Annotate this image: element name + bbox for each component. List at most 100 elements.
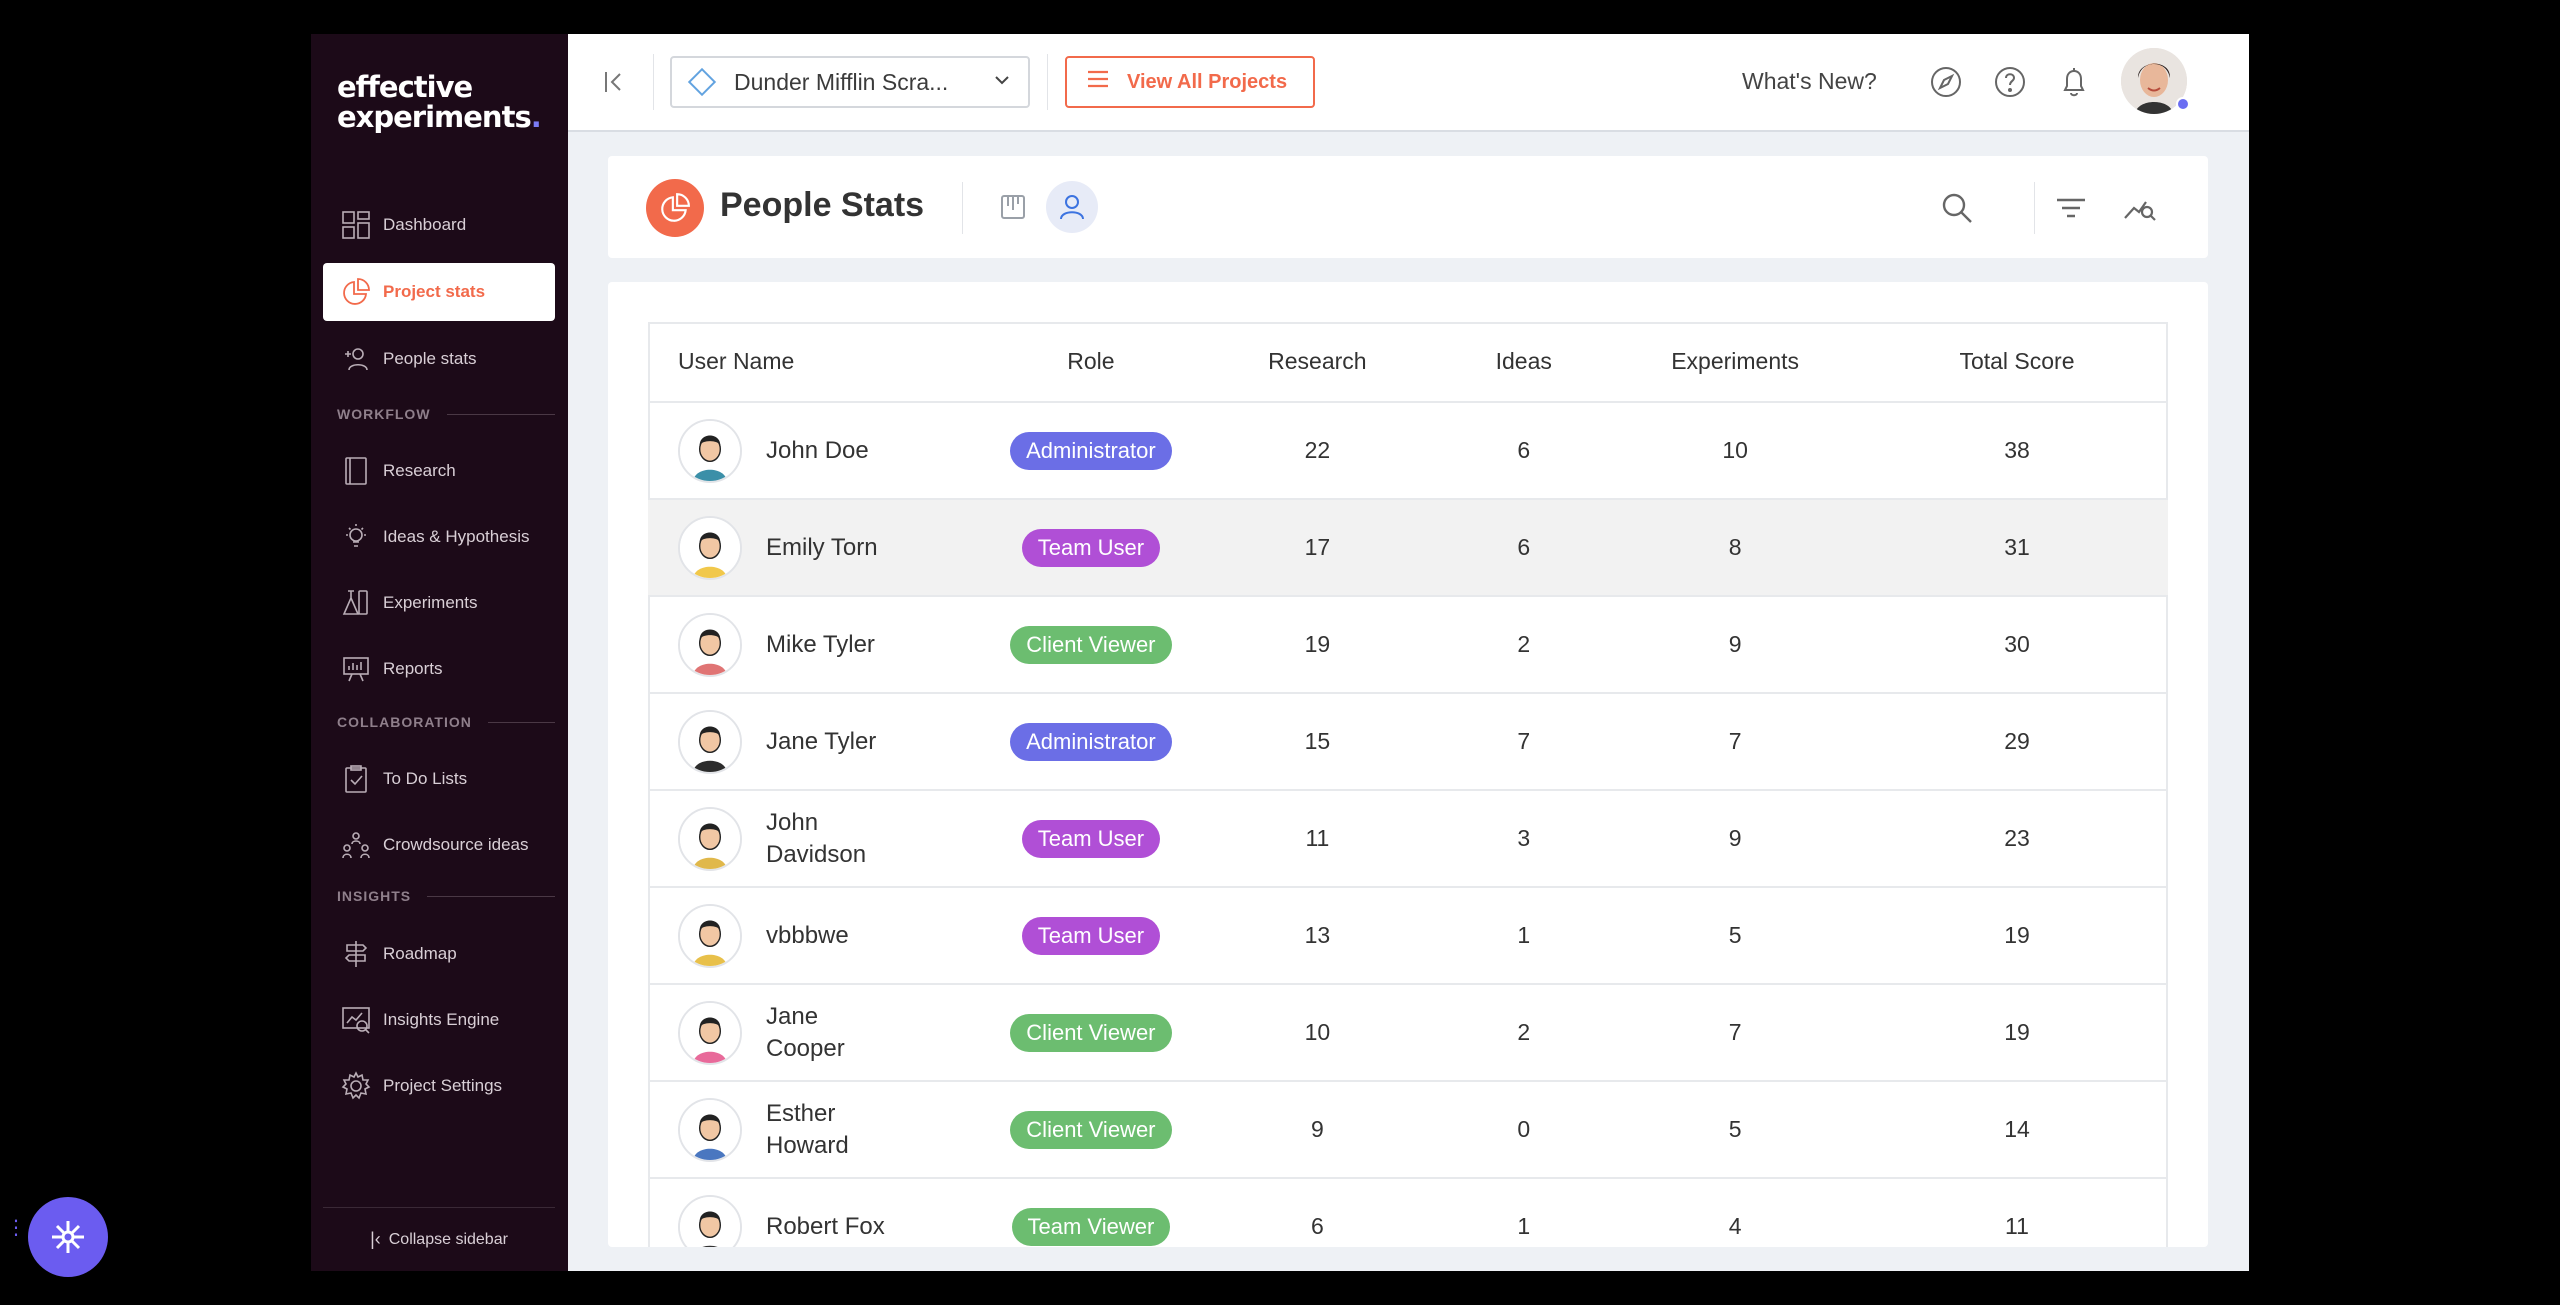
people-stats-card: User Name Role Research Ideas Experiment…	[608, 282, 2208, 1247]
sidebar-item-label: Crowdsource ideas	[383, 835, 529, 854]
bell-icon[interactable]	[2056, 64, 2092, 100]
sidebar-item-experiments[interactable]: Experiments	[323, 574, 555, 632]
table-row[interactable]: Emily Torn Team User 17 6 8 31	[648, 499, 2168, 597]
column-header-ideas[interactable]: Ideas	[1443, 322, 1605, 403]
filter-icon[interactable]	[2053, 190, 2089, 226]
total-score-cell: 31	[1865, 499, 2168, 597]
column-header-research[interactable]: Research	[1191, 322, 1444, 403]
user-name[interactable]: Mike Tyler	[766, 630, 875, 658]
pie-chart-icon	[339, 275, 373, 309]
sidebar-item-reports[interactable]: Reports	[323, 640, 555, 698]
sidebar-item-project-stats[interactable]: Project stats	[323, 263, 555, 321]
experiments-cell: 9	[1604, 596, 1866, 694]
sidebar-item-roadmap[interactable]: Roadmap	[323, 925, 555, 983]
user-avatar	[678, 709, 742, 774]
column-header-role[interactable]: Role	[990, 322, 1192, 403]
presentation-icon	[339, 652, 373, 686]
table-header-row: User Name Role Research Ideas Experiment…	[648, 322, 2168, 403]
experiments-cell: 9	[1604, 790, 1866, 888]
user-avatar	[678, 903, 742, 968]
people-view-toggle[interactable]	[1046, 181, 1098, 233]
user-name[interactable]: John Doe	[766, 436, 869, 464]
brand-logo[interactable]: effective experiments.	[337, 72, 542, 132]
research-cell: 9	[1191, 1081, 1444, 1179]
user-name[interactable]: Jane Tyler	[766, 727, 877, 755]
user-avatar	[678, 1194, 742, 1247]
role-cell: Team Viewer	[990, 1178, 1192, 1247]
table-row[interactable]: Mike Tyler Client Viewer 19 2 9 30	[648, 596, 2168, 694]
role-badge: Client Viewer	[1010, 1110, 1172, 1149]
view-all-projects-button[interactable]: View All Projects	[1065, 56, 1315, 108]
project-select[interactable]: Dunder Mifflin Scra...	[670, 56, 1030, 108]
user-avatar	[678, 418, 742, 483]
user-name[interactable]: Esther Howard	[766, 1099, 849, 1159]
search-icon[interactable]	[1939, 190, 1975, 226]
column-header-experiments[interactable]: Experiments	[1604, 322, 1866, 403]
user-name[interactable]: Emily Torn	[766, 533, 878, 561]
analytics-search-icon[interactable]	[2122, 190, 2158, 226]
sidebar-item-label: People stats	[383, 349, 477, 368]
research-cell: 22	[1191, 402, 1444, 500]
role-cell: Client Viewer	[990, 984, 1192, 1082]
online-status-dot	[2176, 97, 2190, 111]
assistant-widget-button[interactable]	[28, 1197, 108, 1277]
sidebar-item-insights-engine[interactable]: Insights Engine	[323, 991, 555, 1049]
total-score-cell: 23	[1865, 790, 2168, 888]
column-header-user-name[interactable]: User Name	[648, 322, 991, 403]
table-row[interactable]: Robert Fox Team Viewer 6 1 4 11	[648, 1178, 2168, 1247]
table-row[interactable]: Jane Cooper Client Viewer 10 2 7 19	[648, 984, 2168, 1082]
help-icon[interactable]	[1992, 64, 2028, 100]
gear-icon	[339, 1069, 373, 1103]
divider	[653, 54, 654, 110]
role-badge: Team User	[1021, 916, 1161, 955]
table-row[interactable]: vbbbwe Team User 13 1 5 19	[648, 887, 2168, 985]
sidebar-item-research[interactable]: Research	[323, 442, 555, 500]
sidebar-item-label: Experiments	[383, 593, 478, 612]
user-name[interactable]: John Davidson	[766, 808, 867, 868]
sidebar-item-people-stats[interactable]: People stats	[323, 330, 555, 388]
ideas-cell: 2	[1443, 984, 1605, 1082]
section-label-collaboration: COLLABORATION	[337, 714, 555, 730]
role-badge: Team Viewer	[1011, 1207, 1171, 1246]
sidebar-item-ideas[interactable]: Ideas & Hypothesis	[323, 508, 555, 566]
sidebar-item-dashboard[interactable]: Dashboard	[323, 196, 555, 254]
table-row[interactable]: John Doe Administrator 22 6 10 38	[648, 402, 2168, 500]
ideas-cell: 1	[1443, 1178, 1605, 1247]
sidebar-item-todo[interactable]: To Do Lists	[323, 750, 555, 808]
divider	[2034, 182, 2035, 234]
ideas-cell: 1	[1443, 887, 1605, 985]
research-cell: 10	[1191, 984, 1444, 1082]
user-cell: Esther Howard	[648, 1081, 991, 1179]
compass-icon[interactable]	[1928, 64, 1964, 100]
flask-icon	[339, 586, 373, 620]
insights-icon	[339, 1003, 373, 1037]
sparkle-icon	[52, 1221, 84, 1253]
role-badge: Client Viewer	[1010, 625, 1172, 664]
sidebar-item-crowdsource[interactable]: Crowdsource ideas	[323, 816, 555, 874]
project-view-toggle[interactable]	[987, 181, 1039, 233]
user-cell: vbbbwe	[648, 887, 991, 985]
user-name[interactable]: Jane Cooper	[766, 1002, 845, 1062]
signpost-icon	[339, 937, 373, 971]
sidebar: effective experiments. Dashboard Project…	[311, 34, 568, 1271]
whats-new-link[interactable]: What's New?	[1742, 68, 1877, 94]
role-cell: Team User	[990, 790, 1192, 888]
user-name[interactable]: Robert Fox	[766, 1212, 885, 1240]
table-row[interactable]: John Davidson Team User 11 3 9 23	[648, 790, 2168, 888]
table-row[interactable]: Esther Howard Client Viewer 9 0 5 14	[648, 1081, 2168, 1179]
experiments-cell: 5	[1604, 1081, 1866, 1179]
user-name[interactable]: vbbbwe	[766, 921, 849, 949]
column-header-total-score[interactable]: Total Score	[1865, 322, 2168, 403]
collapse-sidebar-button[interactable]: |‹ Collapse sidebar	[323, 1207, 555, 1271]
sidebar-item-project-settings[interactable]: Project Settings	[323, 1057, 555, 1115]
user-cell: Robert Fox	[648, 1178, 991, 1247]
table-row[interactable]: Jane Tyler Administrator 15 7 7 29	[648, 693, 2168, 791]
role-badge: Administrator	[1010, 431, 1172, 470]
sidebar-item-label: Project Settings	[383, 1076, 503, 1095]
menu-icon	[1087, 70, 1109, 94]
total-score-cell: 38	[1865, 402, 2168, 500]
collapse-left-icon[interactable]	[598, 66, 630, 98]
section-label-insights: INSIGHTS	[337, 888, 555, 904]
collapse-left-icon: |‹	[370, 1229, 381, 1249]
pie-chart-icon	[646, 179, 704, 237]
